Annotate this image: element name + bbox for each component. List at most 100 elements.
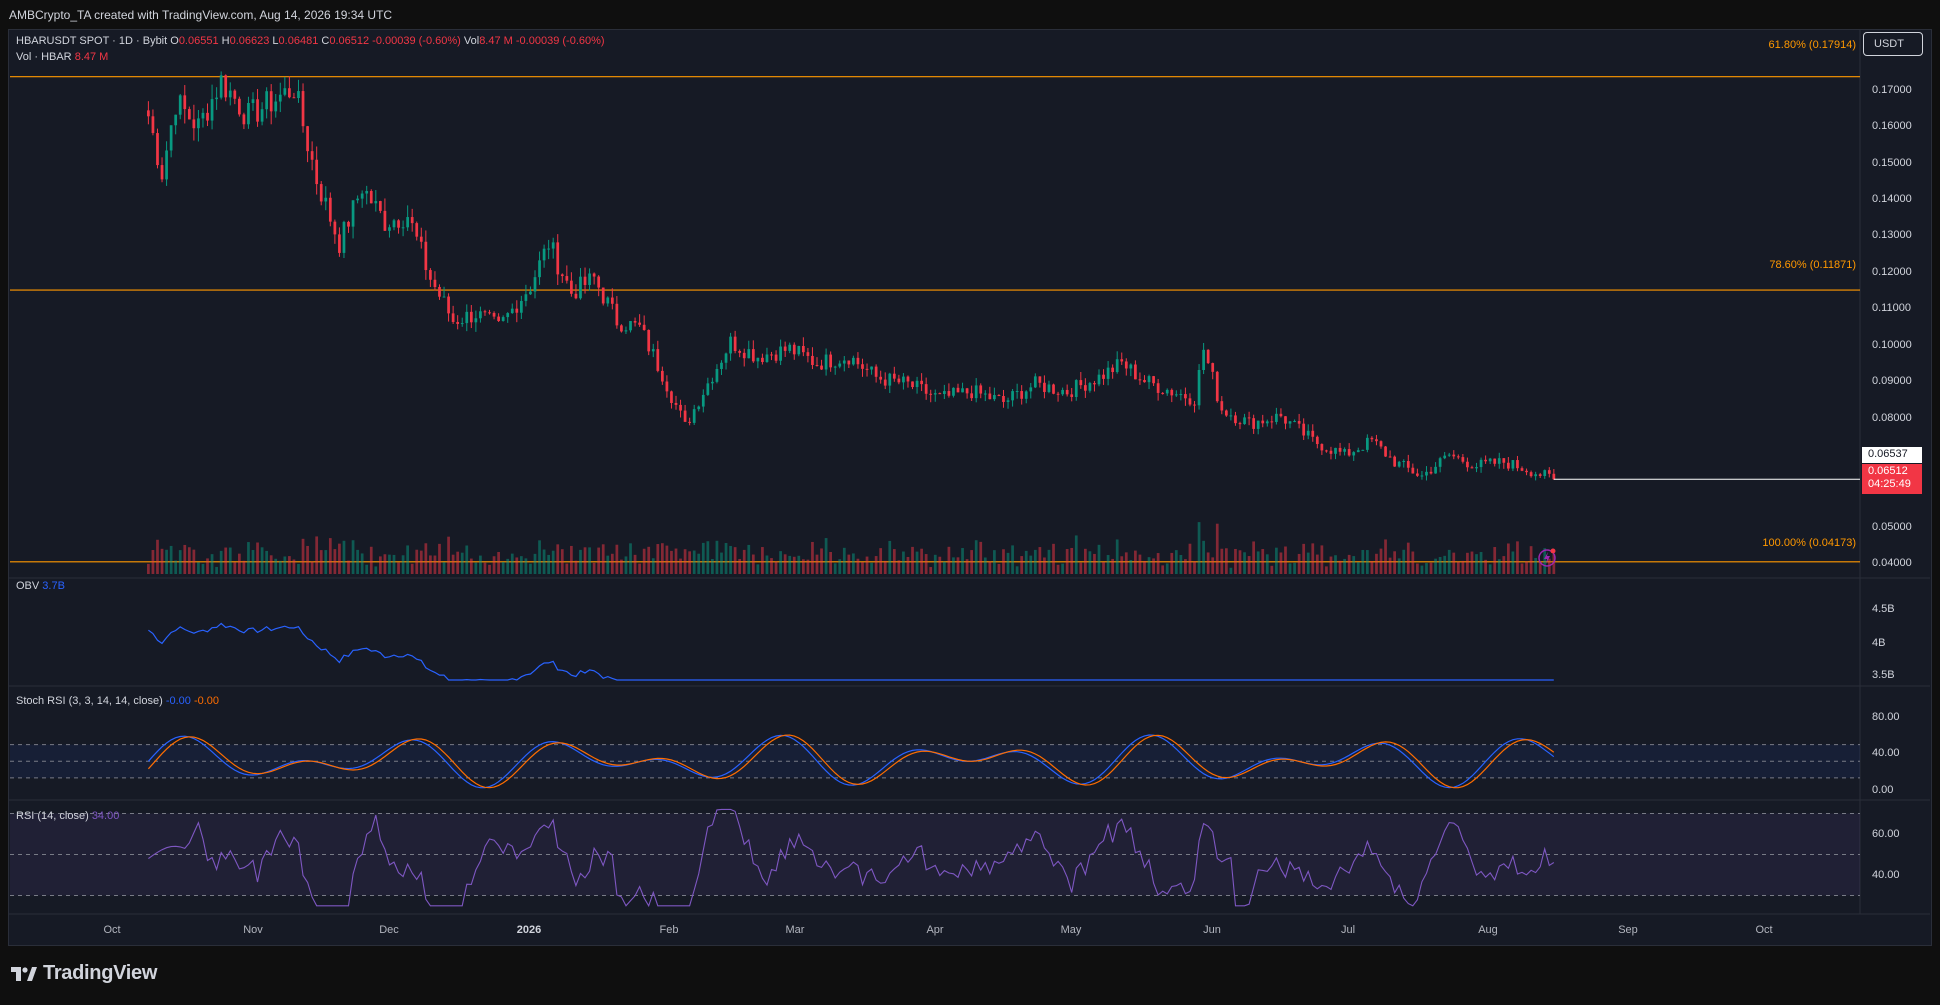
candle-body [1193,404,1196,406]
candle-body [833,366,837,368]
low-value: 0.06481 [278,35,319,47]
candle-body [1174,394,1178,396]
volume-bar [1297,553,1301,574]
volume-bar [1325,566,1328,574]
candle-body [1102,374,1105,379]
volume-bar [210,554,214,574]
obv-line [148,622,1554,681]
candle-body [1188,398,1192,405]
volume-bar [165,549,168,574]
high-value: 0.06623 [229,35,270,47]
obv-legend-label[interactable]: OBV [16,580,40,592]
lightning-alert-icon[interactable] [1537,547,1557,567]
stoch-legend-label[interactable]: Stoch RSI (3, 3, 14, 14, close) [16,695,163,707]
candle-body [783,346,787,351]
volume-bar [724,543,728,574]
volume-bar [742,549,746,574]
volume-bar [1093,553,1096,574]
volume-bar [1011,545,1014,574]
candle-body [1375,439,1378,442]
candle-body [942,391,946,395]
candle-body [1384,446,1387,457]
volume-bar [401,555,405,574]
volume-bar [1334,555,1337,574]
candle-body [1284,416,1287,424]
candle-body [651,349,655,352]
volume-bar [1488,564,1492,574]
candle-body [465,311,469,324]
candle-body [351,200,355,227]
candle-body [665,381,669,392]
volume-bar [288,556,291,574]
volume-bar [1197,522,1201,574]
currency-button[interactable]: USDT [1863,32,1923,56]
volume-bar [1097,544,1101,574]
volume-bar [1502,556,1506,574]
obv-tick: 3.5B [1872,669,1895,681]
volume-bar [406,545,410,574]
volume-bar [1384,539,1387,574]
symbol-label[interactable]: HBARUSDT SPOT · 1D · Bybit [16,35,168,47]
tradingview-logo[interactable]: TradingView [11,962,157,985]
volume-bar [683,549,687,574]
volume-bar [1124,552,1128,574]
candle-body [974,385,978,399]
candle-body [1447,454,1451,456]
volume-bar [1179,554,1183,574]
candle-body [706,383,710,395]
volume-bar [397,562,400,574]
candle-body [774,354,778,361]
volume-bar [870,562,873,574]
candle-body [1416,473,1419,476]
candle-body [1293,421,1296,423]
chart-frame[interactable] [8,29,1932,946]
candle-body [356,198,359,201]
volume-bar [1529,546,1533,574]
candle-body [1475,467,1478,469]
volume-bar [1238,550,1242,574]
candle-body [815,364,819,366]
volume-bar [1088,551,1092,574]
volume-bar [1393,551,1397,574]
candle-body [429,270,432,280]
volume-bar [301,538,305,574]
volume-bar [369,546,373,574]
volume-bar [1184,559,1187,574]
candle-body [529,291,532,295]
candle-body [1538,474,1542,477]
volume-bar [1193,561,1196,574]
volume-legend-label[interactable]: Vol · HBAR [16,51,72,63]
rsi-legend-label[interactable]: RSI (14, close) [16,810,89,822]
candle-body [656,349,660,371]
candle-body [820,365,823,370]
volume-bar [1470,551,1474,574]
volume-bar [1493,547,1497,574]
candle-body [1252,418,1256,429]
candle-body [283,88,287,95]
volume-bar [997,563,1001,574]
candle-body [1029,387,1033,392]
volume-bar [1361,549,1365,574]
candle-body [1215,371,1219,402]
candle-body [347,221,350,227]
candle-body [897,378,901,383]
candle-body [1111,367,1115,373]
fib-label-100: 100.00% (0.04173) [1762,537,1856,549]
volume-bar [747,544,751,574]
candle-body [1361,449,1365,451]
candle-body [979,385,983,394]
candle-body [1452,454,1456,457]
candle-body [378,201,382,211]
volume-bar [629,543,632,574]
volume-bar [1265,554,1269,574]
volume-bar [570,545,573,574]
volume-bar [365,564,369,574]
candle-body [1234,415,1237,424]
volume-bar [469,558,473,574]
volume-bar [1074,535,1078,574]
candle-body [319,184,323,202]
volume-bar [692,550,696,574]
volume-bar [715,540,719,574]
volume-bar [292,559,296,574]
